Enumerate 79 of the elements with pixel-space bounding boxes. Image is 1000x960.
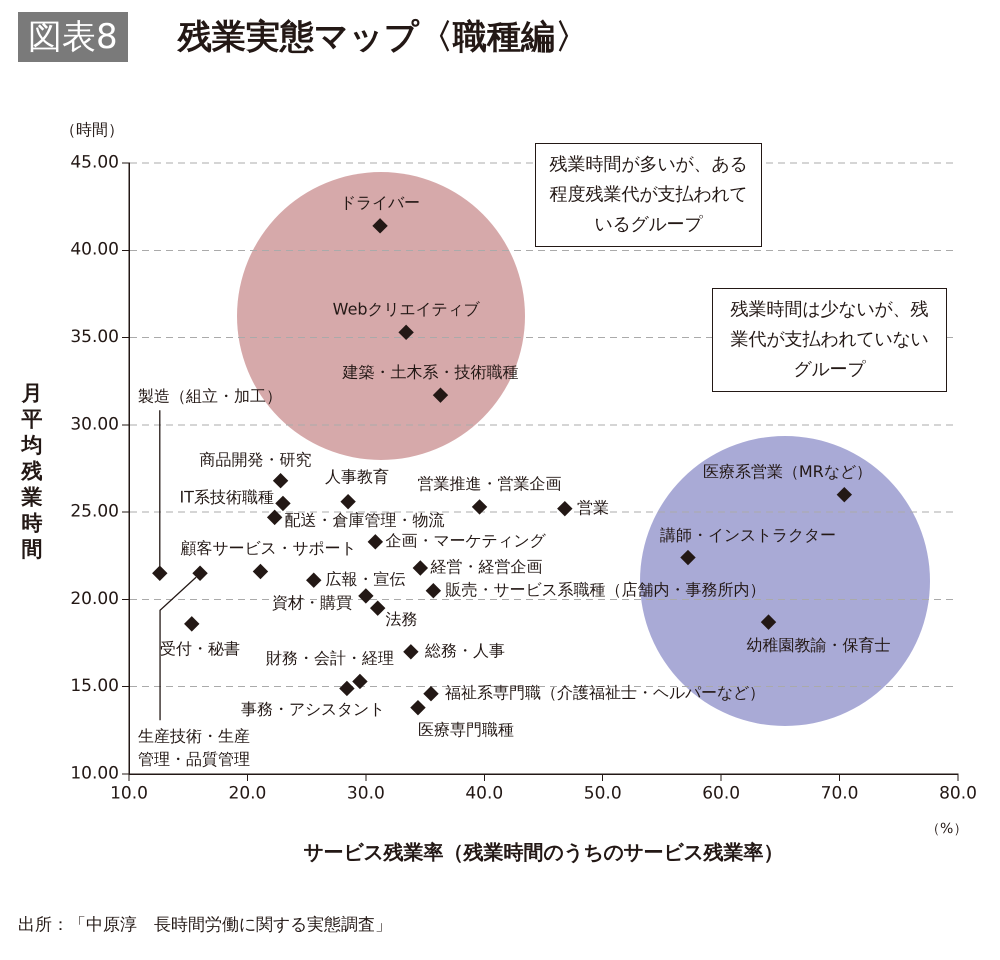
x-tick-label: 20.0 [228, 784, 266, 804]
annotation: 受付・秘書 [160, 639, 240, 658]
y-tick-label: 20.00 [70, 588, 119, 609]
y-axis-title: 月平均残業時間 [20, 380, 44, 562]
text: （時間） [60, 120, 124, 141]
point [192, 566, 208, 581]
annotation: 人事教育 [325, 466, 390, 486]
point [370, 600, 386, 616]
point [398, 324, 414, 340]
point [252, 564, 268, 579]
point [152, 566, 168, 581]
point [680, 550, 696, 566]
point [340, 494, 356, 510]
x-axis-title: サービス残業率（残業時間のうちのサービス残業率） [304, 840, 784, 864]
annotation: 生産技術・生産管理・品質管理 [138, 726, 250, 768]
annotation: 財務・会計・経理 [266, 648, 394, 668]
x-tick-label: 10.0 [110, 784, 148, 804]
annotation: 講師・インストラクター [660, 526, 836, 545]
annotation: 医療系営業（MRなど） [702, 462, 872, 481]
point [403, 644, 418, 660]
annotation: 企画・マーケティング [385, 530, 546, 550]
text: 図表8 [18, 12, 128, 62]
chart-title: 残業実態マップ〈職種編〉 [178, 16, 589, 59]
y-tick-label: 45.00 [70, 152, 119, 172]
annotation: 営業推進・営業企画 [418, 474, 562, 494]
annotation: 残業時間は少ないが、残業代が支払われていないグループ [712, 288, 947, 392]
point [412, 560, 428, 576]
point [352, 674, 368, 689]
annotation: 商品開発・研究 [200, 450, 312, 469]
annotation: 法務 [386, 609, 418, 628]
annotation: Webクリエイティブ [332, 299, 481, 318]
y-tick-label: 15.00 [70, 676, 119, 696]
point [306, 572, 322, 588]
annotation: 広報・宣伝 [326, 569, 406, 588]
y-tick-label: 10.00 [70, 763, 119, 784]
point [472, 499, 488, 514]
annotation: 配送・倉庫管理・物流 [284, 510, 445, 530]
point [423, 686, 438, 702]
point [184, 616, 200, 632]
annotation: 残業時間が多いが、ある程度残業代が支払われているグループ [535, 143, 762, 247]
y-tick-label: 35.00 [70, 326, 119, 347]
annotation: 建築・土木系・技術職種 [341, 362, 518, 382]
annotation: 総務・人事 [424, 640, 505, 660]
annotation: IT系技術職種 [179, 488, 274, 507]
y-tick-label: 25.00 [70, 502, 119, 522]
annotation: 営業 [576, 498, 609, 517]
point [432, 388, 448, 403]
point [273, 473, 288, 488]
point [275, 496, 290, 511]
point [358, 588, 374, 604]
x-tick-label: 60.0 [702, 784, 740, 804]
point [339, 680, 354, 696]
point [557, 501, 572, 516]
annotation: 販売・サービス系職種（店舗内・事務所内） [445, 580, 766, 599]
annotation: 福祉系専門職（介護福祉士・ヘルパーなど） [444, 682, 765, 702]
y-tick-label: 40.00 [70, 240, 119, 260]
x-tick-label: 40.0 [465, 784, 504, 804]
x-tick-label: 70.0 [820, 784, 858, 804]
annotation: 顧客サービス・サポート [180, 538, 356, 558]
annotation: 幼稚園教諭・保育士 [746, 635, 891, 654]
point [410, 700, 426, 716]
point [267, 510, 282, 525]
annotation: 事務・アシスタント [240, 700, 385, 719]
point [836, 487, 852, 502]
text: （%） [926, 820, 968, 838]
annotation: 製造（組立・加工） [138, 386, 282, 406]
point [761, 614, 776, 630]
text: 出所：「中原淳 長時間労働に関する実態調査」 [18, 914, 392, 936]
annotation: 資材・購買 [272, 593, 352, 612]
point [368, 534, 383, 550]
x-tick-label: 50.0 [584, 784, 622, 804]
annotation: 経営・経営企画 [429, 557, 542, 576]
y-tick-label: 30.00 [70, 414, 119, 434]
annotation: ドライバー [340, 193, 420, 212]
point [372, 218, 388, 234]
x-tick-label: 80.0 [939, 784, 977, 804]
point [426, 583, 441, 598]
annotation: 医療専門職種 [418, 720, 514, 739]
x-tick-label: 30.0 [346, 784, 385, 804]
